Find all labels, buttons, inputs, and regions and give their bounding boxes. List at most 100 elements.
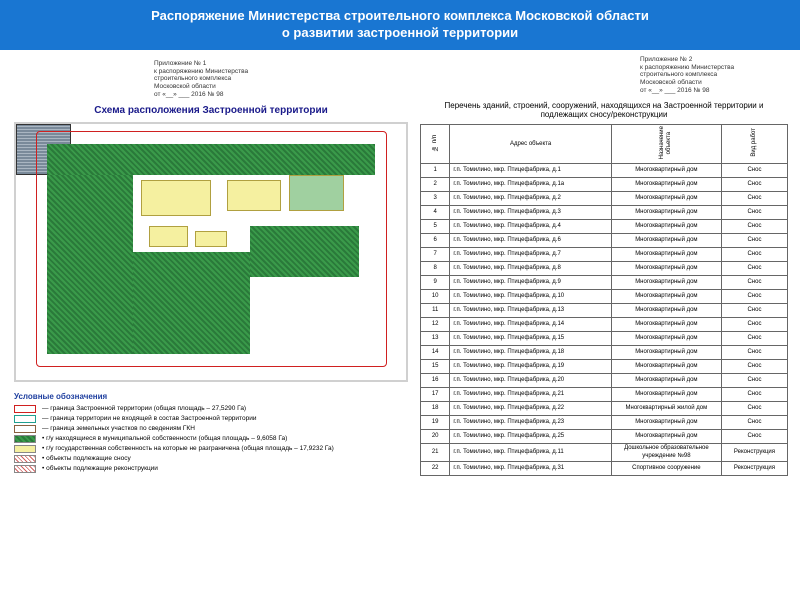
cell-purpose: Многоквартирный дом — [611, 276, 721, 290]
green-area-4 — [250, 226, 359, 277]
legend-text-3: • г/у находящиеся в муниципальной собств… — [42, 435, 287, 442]
cell-addr: г.п. Томилино, мкр. Птицефабрика, д.15 — [450, 332, 611, 346]
building-4 — [149, 226, 188, 246]
table-row: 22г.п. Томилино, мкр. Птицефабрика, д.31… — [421, 461, 788, 475]
cell-work: Снос — [721, 332, 787, 346]
cell-purpose: Многоквартирный дом — [611, 430, 721, 444]
building-1 — [141, 180, 211, 216]
cell-num: 7 — [421, 248, 450, 262]
cell-work: Снос — [721, 360, 787, 374]
table-row: 9г.п. Томилино, мкр. Птицефабрика, д.9Мн… — [421, 276, 788, 290]
cell-addr: г.п. Томилино, мкр. Птицефабрика, д.20 — [450, 374, 611, 388]
table-row: 2г.п. Томилино, мкр. Птицефабрика, д.1аМ… — [421, 178, 788, 192]
cell-purpose: Многоквартирный дом — [611, 374, 721, 388]
table-row: 1г.п. Томилино, мкр. Птицефабрика, д.1Мн… — [421, 164, 788, 178]
col-num: № п/п — [432, 135, 439, 151]
cell-work: Снос — [721, 192, 787, 206]
table-body: 1г.п. Томилино, мкр. Птицефабрика, д.1Мн… — [421, 164, 788, 475]
cell-work: Снос — [721, 234, 787, 248]
annex1-l2: к распоряжению Министерства — [154, 68, 408, 76]
table-row: 10г.п. Томилино, мкр. Птицефабрика, д.10… — [421, 290, 788, 304]
cell-purpose: Многоквартирный дом — [611, 248, 721, 262]
cell-num: 14 — [421, 346, 450, 360]
swatch-red — [14, 405, 36, 413]
cell-purpose: Многоквартирный дом — [611, 304, 721, 318]
annex-1-header: Приложение № 1 к распоряжению Министерст… — [154, 60, 408, 99]
cell-work: Снос — [721, 374, 787, 388]
cell-purpose: Многоквартирный дом — [611, 262, 721, 276]
cell-purpose: Многоквартирный дом — [611, 206, 721, 220]
cell-purpose: Многоквартирный дом — [611, 192, 721, 206]
buildings-table: № п/п Адрес объекта Назначение объекта В… — [420, 124, 788, 476]
cell-purpose: Многоквартирный дом — [611, 178, 721, 192]
green-area-2 — [47, 175, 133, 354]
annex-2-header: Приложение № 2 к распоряжению Министерст… — [640, 56, 788, 95]
swatch-teal — [14, 415, 36, 423]
annex1-l3: строительного комплекса — [154, 75, 408, 83]
swatch-green — [14, 435, 36, 443]
table-row: 11г.п. Томилино, мкр. Птицефабрика, д.13… — [421, 304, 788, 318]
cell-work: Снос — [721, 164, 787, 178]
building-2 — [227, 180, 282, 211]
cell-addr: г.п. Томилино, мкр. Птицефабрика, д.18 — [450, 346, 611, 360]
legend-row: — граница земельных участков по сведения… — [14, 425, 408, 433]
annex2-l4: Московской области — [640, 79, 788, 87]
col-work: Вид работ — [751, 128, 758, 157]
cell-purpose: Многоквартирный дом — [611, 318, 721, 332]
legend-row: • объекты подлежащие сносу — [14, 455, 408, 463]
cell-num: 16 — [421, 374, 450, 388]
cell-work: Снос — [721, 304, 787, 318]
cell-work: Снос — [721, 388, 787, 402]
content: Приложение № 1 к распоряжению Министерст… — [0, 50, 800, 600]
cell-addr: г.п. Томилино, мкр. Птицефабрика, д.6 — [450, 234, 611, 248]
cell-purpose: Многоквартирный дом — [611, 332, 721, 346]
cell-purpose: Спортивное сооружение — [611, 461, 721, 475]
table-row: 16г.п. Томилино, мкр. Птицефабрика, д.20… — [421, 374, 788, 388]
table-row: 7г.п. Томилино, мкр. Птицефабрика, д.7Мн… — [421, 248, 788, 262]
cell-addr: г.п. Томилино, мкр. Птицефабрика, д.14 — [450, 318, 611, 332]
legend-row: • г/у государственная собственность на к… — [14, 445, 408, 453]
table-row: 20г.п. Томилино, мкр. Птицефабрика, д.25… — [421, 430, 788, 444]
cell-addr: г.п. Томилино, мкр. Птицефабрика, д.4 — [450, 220, 611, 234]
cell-purpose: Многоквартирный дом — [611, 346, 721, 360]
annex2-l3: строительного комплекса — [640, 71, 788, 79]
legend-row: • г/у находящиеся в муниципальной собств… — [14, 435, 408, 443]
cell-work: Снос — [721, 178, 787, 192]
annex1-l4: Московской области — [154, 83, 408, 91]
cell-work: Снос — [721, 346, 787, 360]
cell-addr: г.п. Томилино, мкр. Птицефабрика, д.11 — [450, 444, 611, 461]
swatch-brown — [14, 425, 36, 433]
legend-title: Условные обозначения — [14, 392, 408, 401]
cell-num: 17 — [421, 388, 450, 402]
cell-num: 8 — [421, 262, 450, 276]
cell-num: 2 — [421, 178, 450, 192]
cell-purpose: Многоквартирный дом — [611, 164, 721, 178]
list-title: Перечень зданий, строений, сооружений, н… — [430, 101, 778, 120]
cell-purpose: Многоквартирный дом — [611, 360, 721, 374]
annex2-l5: от «__» ___ 2016 № 98 — [640, 87, 788, 95]
cell-addr: г.п. Томилино, мкр. Птицефабрика, д.3 — [450, 206, 611, 220]
cell-addr: г.п. Томилино, мкр. Птицефабрика, д.1а — [450, 178, 611, 192]
green-area-1 — [47, 144, 375, 175]
cell-num: 12 — [421, 318, 450, 332]
swatch-yellow — [14, 445, 36, 453]
table-row: 6г.п. Томилино, мкр. Птицефабрика, д.6Мн… — [421, 234, 788, 248]
cell-addr: г.п. Томилино, мкр. Птицефабрика, д.21 — [450, 388, 611, 402]
cell-addr: г.п. Томилино, мкр. Птицефабрика, д.8 — [450, 262, 611, 276]
cell-work: Снос — [721, 416, 787, 430]
col-addr: Адрес объекта — [510, 141, 551, 147]
cell-work: Реконструкция — [721, 444, 787, 461]
cell-num: 15 — [421, 360, 450, 374]
cell-num: 6 — [421, 234, 450, 248]
cell-num: 21 — [421, 444, 450, 461]
cell-addr: г.п. Томилино, мкр. Птицефабрика, д.31 — [450, 461, 611, 475]
cell-num: 5 — [421, 220, 450, 234]
legend: Условные обозначения — граница Застроенн… — [14, 392, 408, 473]
cell-purpose: Многоквартирный жилой дом — [611, 402, 721, 416]
annex2-l2: к распоряжению Министерства — [640, 64, 788, 72]
cell-work: Снос — [721, 290, 787, 304]
cell-purpose: Многоквартирный дом — [611, 290, 721, 304]
building-5 — [195, 231, 226, 246]
cell-work: Снос — [721, 276, 787, 290]
cell-addr: г.п. Томилино, мкр. Птицефабрика, д.9 — [450, 276, 611, 290]
